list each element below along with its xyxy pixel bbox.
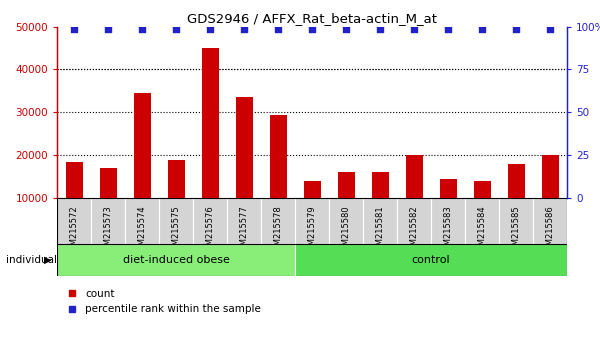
Bar bbox=[542, 155, 559, 241]
Point bbox=[477, 26, 487, 32]
Legend: count, percentile rank within the sample: count, percentile rank within the sample bbox=[62, 285, 265, 318]
Point bbox=[511, 26, 521, 32]
Bar bbox=[508, 164, 524, 241]
Point bbox=[307, 26, 317, 32]
Text: GSM215582: GSM215582 bbox=[409, 205, 419, 256]
Point bbox=[273, 26, 283, 32]
Text: GSM215573: GSM215573 bbox=[104, 205, 113, 256]
Bar bbox=[337, 172, 355, 241]
Bar bbox=[304, 181, 320, 241]
Text: GSM215575: GSM215575 bbox=[172, 205, 181, 256]
Bar bbox=[57, 198, 91, 244]
Bar bbox=[439, 179, 457, 241]
Text: individual: individual bbox=[6, 255, 57, 265]
Bar bbox=[133, 93, 151, 241]
Bar bbox=[159, 198, 193, 244]
Bar bbox=[125, 198, 159, 244]
Text: GSM215577: GSM215577 bbox=[239, 205, 248, 256]
Text: ▶: ▶ bbox=[44, 255, 51, 265]
Bar bbox=[167, 160, 185, 241]
Point bbox=[545, 26, 555, 32]
Bar bbox=[295, 198, 329, 244]
Text: GSM215581: GSM215581 bbox=[376, 205, 385, 256]
Bar bbox=[465, 198, 499, 244]
Text: GSM215585: GSM215585 bbox=[511, 205, 521, 256]
Bar bbox=[91, 198, 125, 244]
Point bbox=[341, 26, 351, 32]
Text: diet-induced obese: diet-induced obese bbox=[122, 255, 229, 265]
Text: GSM215576: GSM215576 bbox=[205, 205, 215, 256]
Point bbox=[239, 26, 249, 32]
Point bbox=[375, 26, 385, 32]
Text: GSM215584: GSM215584 bbox=[478, 205, 487, 256]
Text: GSM215574: GSM215574 bbox=[137, 205, 146, 256]
Text: GSM215572: GSM215572 bbox=[70, 205, 79, 256]
Bar bbox=[65, 162, 83, 241]
Text: GSM215579: GSM215579 bbox=[308, 205, 317, 256]
Point bbox=[443, 26, 453, 32]
Bar bbox=[397, 198, 431, 244]
Bar bbox=[295, 244, 567, 276]
Bar bbox=[473, 181, 491, 241]
Title: GDS2946 / AFFX_Rat_beta-actin_M_at: GDS2946 / AFFX_Rat_beta-actin_M_at bbox=[187, 12, 437, 25]
Bar bbox=[363, 198, 397, 244]
Text: GSM215580: GSM215580 bbox=[341, 205, 350, 256]
Bar bbox=[406, 155, 422, 241]
Bar bbox=[329, 198, 363, 244]
Bar bbox=[227, 198, 261, 244]
Point bbox=[171, 26, 181, 32]
Text: GSM215578: GSM215578 bbox=[274, 205, 283, 256]
Bar bbox=[235, 97, 253, 241]
Bar bbox=[202, 48, 218, 241]
Point bbox=[69, 26, 79, 32]
Text: GSM215583: GSM215583 bbox=[443, 205, 452, 256]
Point bbox=[205, 26, 215, 32]
Bar bbox=[100, 168, 116, 241]
Bar bbox=[371, 172, 389, 241]
Bar bbox=[431, 198, 465, 244]
Bar bbox=[499, 198, 533, 244]
Point bbox=[137, 26, 147, 32]
Point bbox=[103, 26, 113, 32]
Bar bbox=[57, 244, 295, 276]
Text: GSM215586: GSM215586 bbox=[545, 205, 554, 256]
Bar bbox=[193, 198, 227, 244]
Bar bbox=[261, 198, 295, 244]
Bar bbox=[269, 115, 287, 241]
Text: control: control bbox=[412, 255, 451, 265]
Point bbox=[409, 26, 419, 32]
Bar bbox=[533, 198, 567, 244]
